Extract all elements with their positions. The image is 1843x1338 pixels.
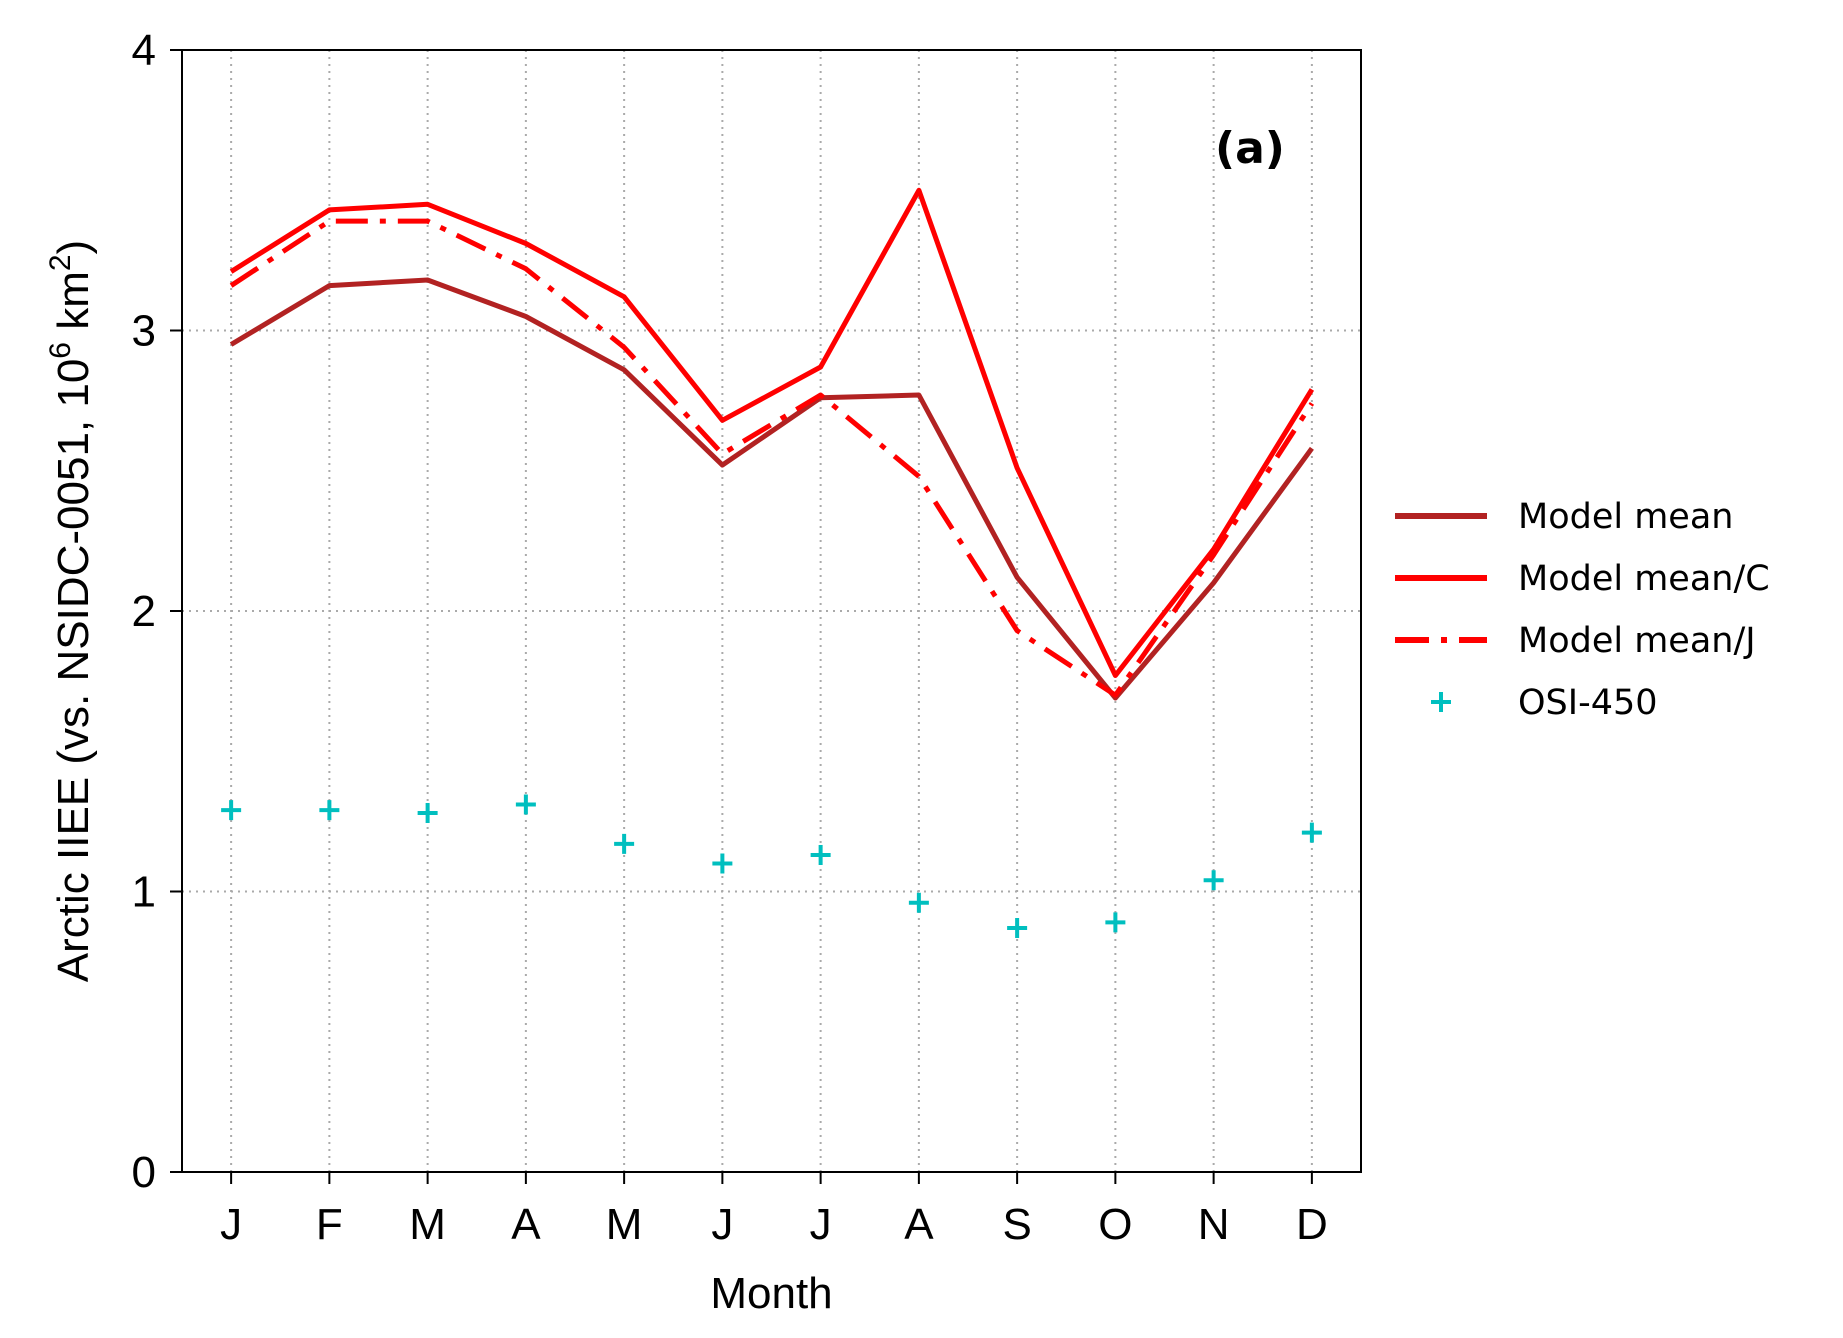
series-osi-450-point — [810, 845, 831, 866]
legend-label-model-mean: Model mean — [1518, 497, 1733, 537]
y-axis-title: Arctic IIEE (vs. NSIDC-0051, 106 km2) — [44, 240, 98, 982]
x-tick-label: A — [904, 1200, 934, 1249]
y-tick-label: 1 — [132, 868, 156, 917]
series-osi-450-point — [319, 800, 340, 821]
y-axis-title-end: ) — [49, 240, 98, 255]
y-axis-title-main: Arctic IIEE (vs. NSIDC-0051, 10 — [49, 359, 98, 983]
series-osi-450-point — [417, 802, 438, 823]
x-axis-title: Month — [710, 1269, 832, 1318]
x-tick-label: J — [220, 1200, 242, 1249]
x-tick-label: M — [409, 1200, 446, 1249]
y-tick-label: 0 — [132, 1148, 156, 1197]
legend: Model mean Model mean/C Model mean/J OSI-45… — [1395, 497, 1770, 723]
x-tick-label: J — [711, 1200, 733, 1249]
series-osi-450-point — [1007, 917, 1028, 938]
series-osi-450-point — [712, 853, 733, 874]
x-tick-label: N — [1198, 1200, 1230, 1249]
ticks: J F M A M J J A S O N D 0 1 2 3 4 — [132, 26, 1328, 1249]
series-model-mean-line — [229, 277, 1314, 701]
series-osi-450-point — [1203, 870, 1224, 891]
x-tick-label: F — [316, 1200, 343, 1249]
series-layer — [221, 187, 1322, 938]
series-model-mean-j-line — [229, 218, 1314, 698]
series-osi-450-point — [1105, 912, 1126, 933]
y-tick-label: 2 — [132, 587, 156, 636]
y-axis-title-mid: km — [49, 271, 98, 342]
x-tick-label: D — [1296, 1200, 1328, 1249]
x-tick-label: J — [810, 1200, 832, 1249]
y-axis-title-exp2: 2 — [44, 254, 77, 271]
x-tick-label: S — [1002, 1200, 1031, 1249]
legend-label-model-mean-j: Model mean/J — [1518, 621, 1756, 661]
grid — [182, 50, 1361, 1172]
series-osi-450-point — [1301, 822, 1322, 843]
legend-label-model-mean-c: Model mean/C — [1518, 559, 1770, 599]
legend-swatch-osi-450 — [1431, 692, 1451, 712]
series-osi-450-point — [515, 794, 536, 815]
series-model-mean-c-line — [229, 187, 1315, 678]
series-osi-450-point — [908, 892, 929, 913]
x-tick-label: O — [1098, 1200, 1132, 1249]
y-tick-label: 3 — [132, 307, 156, 356]
legend-label-osi-450: OSI-450 — [1518, 683, 1658, 723]
y-axis-title-exp1: 6 — [44, 342, 77, 359]
panel-label: (a) — [1215, 123, 1285, 174]
series-osi-450-point — [221, 800, 242, 821]
series-osi-450-point — [614, 833, 635, 854]
y-tick-label: 4 — [132, 26, 156, 75]
x-tick-label: A — [511, 1200, 541, 1249]
x-tick-label: M — [606, 1200, 643, 1249]
